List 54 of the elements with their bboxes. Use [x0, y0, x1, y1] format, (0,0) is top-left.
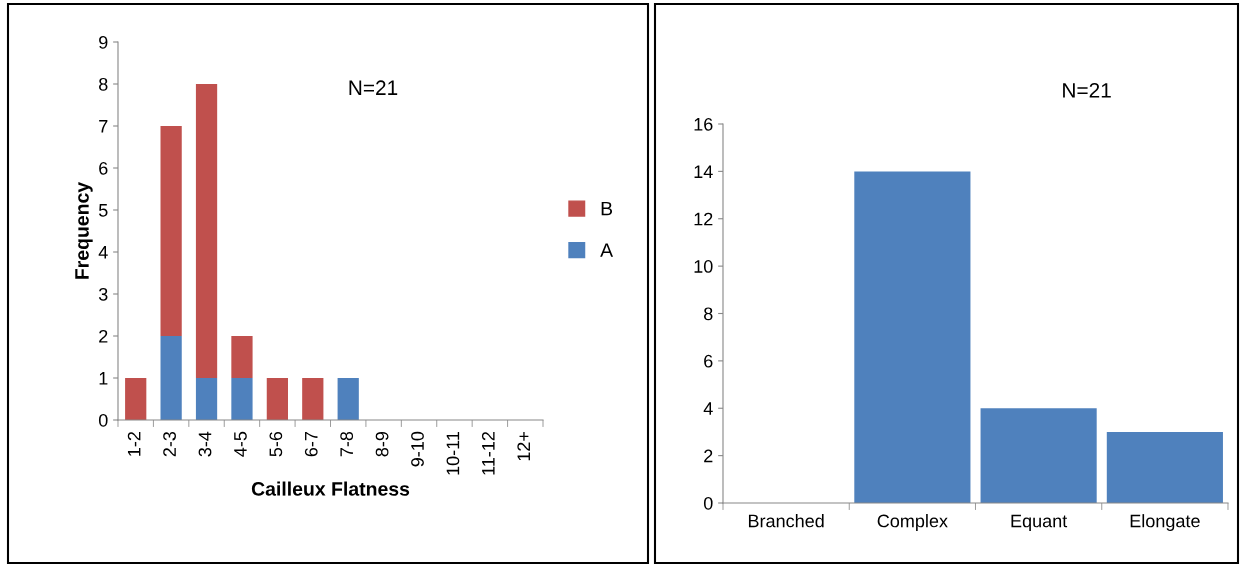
bar: [160, 336, 182, 420]
x-tick-label: Elongate: [1130, 514, 1200, 531]
y-axis-title: Frequency: [75, 181, 93, 279]
y-tick-label: 4: [98, 246, 108, 259]
bar: [231, 336, 253, 378]
x-tick-label: 2-3: [163, 431, 176, 457]
y-tick-label: 3: [98, 287, 108, 301]
x-tick-label: 6-7: [304, 432, 318, 457]
bar: [1106, 431, 1223, 503]
y-tick-label: 8: [704, 307, 713, 321]
bar: [195, 84, 218, 378]
legend-label: A: [600, 243, 614, 257]
bar: [195, 378, 218, 420]
x-tick-label: 11-12: [481, 432, 495, 475]
annotation: N=21: [349, 80, 398, 95]
y-tick-label: 5: [98, 204, 108, 217]
y-tick-label: 10: [694, 260, 713, 273]
bar: [980, 408, 1097, 503]
y-tick-label: 2: [99, 329, 108, 343]
x-tick-label: 7-8: [340, 431, 354, 457]
y-tick-label: 7: [99, 120, 108, 133]
x-tick-label: Equant: [1011, 514, 1068, 531]
x-axis-title: Cailleux Flatness: [251, 481, 410, 496]
bar: [302, 378, 324, 420]
y-tick-label: 9: [99, 35, 108, 49]
x-tick-label: 10-11: [446, 431, 460, 475]
x-tick-label: 9-10: [411, 431, 424, 467]
bar: [160, 126, 182, 336]
bar: [337, 378, 359, 420]
y-tick-label: 1: [99, 372, 108, 385]
legend-label: B: [601, 201, 613, 216]
bar: [266, 378, 288, 420]
x-tick-label: 3-4: [198, 431, 212, 457]
text: N=21: [1063, 82, 1111, 98]
x-tick-label: 4-5: [234, 431, 247, 457]
x-tick-label: 8-9: [375, 431, 389, 457]
x-tick-label: Complex: [877, 514, 948, 531]
x-tick-label: Branched: [748, 514, 824, 528]
y-tick-label: 6: [99, 161, 108, 175]
y-tick-label: 16: [694, 117, 713, 131]
x-tick-label: 1-2: [127, 432, 141, 456]
y-tick-label: 0: [98, 413, 108, 427]
y-tick-label: 8: [99, 77, 108, 91]
bar: [125, 378, 147, 420]
x-tick-label: 12+: [517, 432, 530, 461]
y-tick-label: 14: [694, 165, 713, 178]
x-tick-label: 5-6: [269, 431, 283, 457]
y-tick-label: 2: [704, 449, 713, 463]
bar: [231, 378, 253, 420]
y-tick-label: 4: [703, 402, 713, 415]
bar: [854, 171, 971, 503]
y-tick-label: 6: [704, 354, 713, 368]
y-tick-label: 12: [694, 212, 713, 226]
y-tick-label: 0: [703, 496, 713, 510]
